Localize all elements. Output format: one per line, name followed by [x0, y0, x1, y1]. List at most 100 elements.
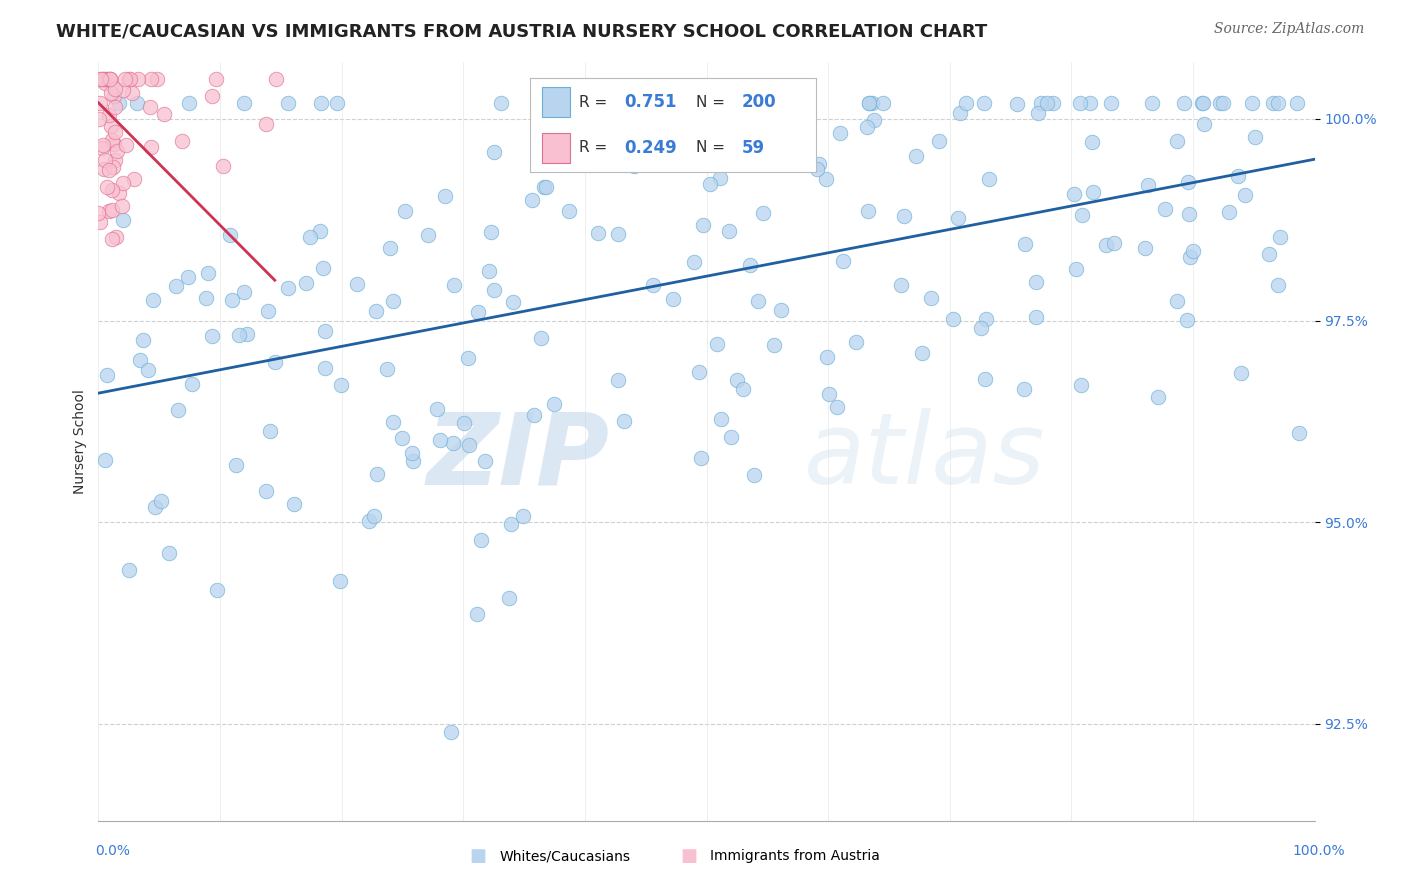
- Point: [257, 304, 280, 318]
- Point: [1270, 230, 1292, 244]
- Point: [1063, 186, 1085, 201]
- Point: [120, 71, 142, 86]
- Point: [254, 117, 277, 131]
- Point: [911, 346, 934, 360]
- Point: [1234, 187, 1257, 202]
- Text: 0.0%: 0.0%: [96, 844, 131, 857]
- Point: [692, 218, 714, 232]
- Point: [122, 172, 145, 186]
- Text: Whites/Caucasians: Whites/Caucasians: [499, 849, 630, 863]
- Point: [1099, 95, 1122, 110]
- Point: [543, 397, 565, 411]
- Point: [893, 209, 915, 223]
- Point: [104, 153, 127, 168]
- Point: [1230, 367, 1253, 381]
- Point: [277, 281, 299, 295]
- Point: [1070, 208, 1092, 222]
- Point: [904, 149, 927, 163]
- Point: [1025, 275, 1047, 289]
- Point: [96, 368, 118, 382]
- Point: [1025, 310, 1047, 324]
- Point: [153, 107, 176, 121]
- Point: [607, 227, 630, 242]
- Point: [143, 500, 166, 514]
- Point: [465, 607, 488, 622]
- Point: [558, 204, 581, 219]
- Point: [1194, 118, 1216, 132]
- Point: [218, 227, 240, 242]
- Point: [1177, 175, 1199, 189]
- Point: [104, 230, 127, 244]
- Point: [457, 438, 479, 452]
- Point: [613, 414, 636, 428]
- Point: [101, 232, 124, 246]
- Point: [263, 355, 285, 369]
- Point: [111, 199, 134, 213]
- Point: [806, 161, 828, 176]
- Point: [481, 225, 503, 239]
- Point: [118, 71, 141, 86]
- Point: [974, 372, 997, 386]
- Point: [502, 295, 524, 310]
- Point: [1286, 95, 1309, 110]
- Point: [489, 95, 512, 110]
- Point: [713, 95, 735, 110]
- Point: [394, 203, 416, 218]
- Point: [98, 71, 121, 86]
- Point: [440, 725, 463, 739]
- Point: [197, 266, 219, 280]
- Point: [1154, 202, 1177, 217]
- Point: [1095, 238, 1118, 252]
- Point: [1178, 207, 1201, 221]
- Point: [858, 95, 880, 110]
- Point: [93, 71, 115, 86]
- Point: [1166, 293, 1188, 308]
- Text: ZIP: ZIP: [426, 409, 609, 505]
- Point: [814, 171, 837, 186]
- Point: [100, 86, 122, 100]
- Point: [96, 180, 118, 194]
- Point: [433, 189, 456, 203]
- Text: ■: ■: [681, 847, 697, 865]
- Point: [127, 71, 149, 86]
- Point: [391, 431, 413, 445]
- Point: [100, 119, 122, 133]
- Point: [1178, 250, 1201, 264]
- Point: [942, 312, 965, 326]
- Point: [955, 95, 977, 110]
- Point: [1137, 178, 1160, 192]
- Point: [89, 96, 111, 111]
- Point: [1267, 95, 1289, 110]
- Point: [1026, 106, 1049, 120]
- Y-axis label: Nursery School: Nursery School: [73, 389, 87, 494]
- Point: [946, 211, 969, 226]
- Point: [97, 203, 120, 218]
- Point: [453, 417, 475, 431]
- Point: [107, 186, 129, 200]
- Point: [858, 204, 880, 219]
- Point: [112, 213, 135, 227]
- Point: [346, 277, 368, 291]
- Point: [228, 327, 250, 342]
- Point: [236, 326, 259, 341]
- Point: [118, 563, 141, 577]
- Text: 100.0%: 100.0%: [1294, 844, 1346, 857]
- Point: [1083, 185, 1105, 199]
- Point: [470, 533, 492, 548]
- Point: [91, 71, 114, 86]
- Point: [314, 361, 336, 376]
- Point: [522, 193, 544, 207]
- Point: [586, 226, 609, 240]
- Point: [402, 454, 425, 468]
- Point: [482, 145, 505, 160]
- Point: [277, 95, 299, 110]
- Point: [314, 324, 336, 338]
- Point: [738, 258, 761, 272]
- Point: [381, 416, 404, 430]
- Point: [426, 402, 449, 417]
- Point: [1012, 383, 1035, 397]
- Point: [177, 270, 200, 285]
- Point: [710, 412, 733, 426]
- Point: [1288, 426, 1310, 441]
- Point: [747, 293, 769, 308]
